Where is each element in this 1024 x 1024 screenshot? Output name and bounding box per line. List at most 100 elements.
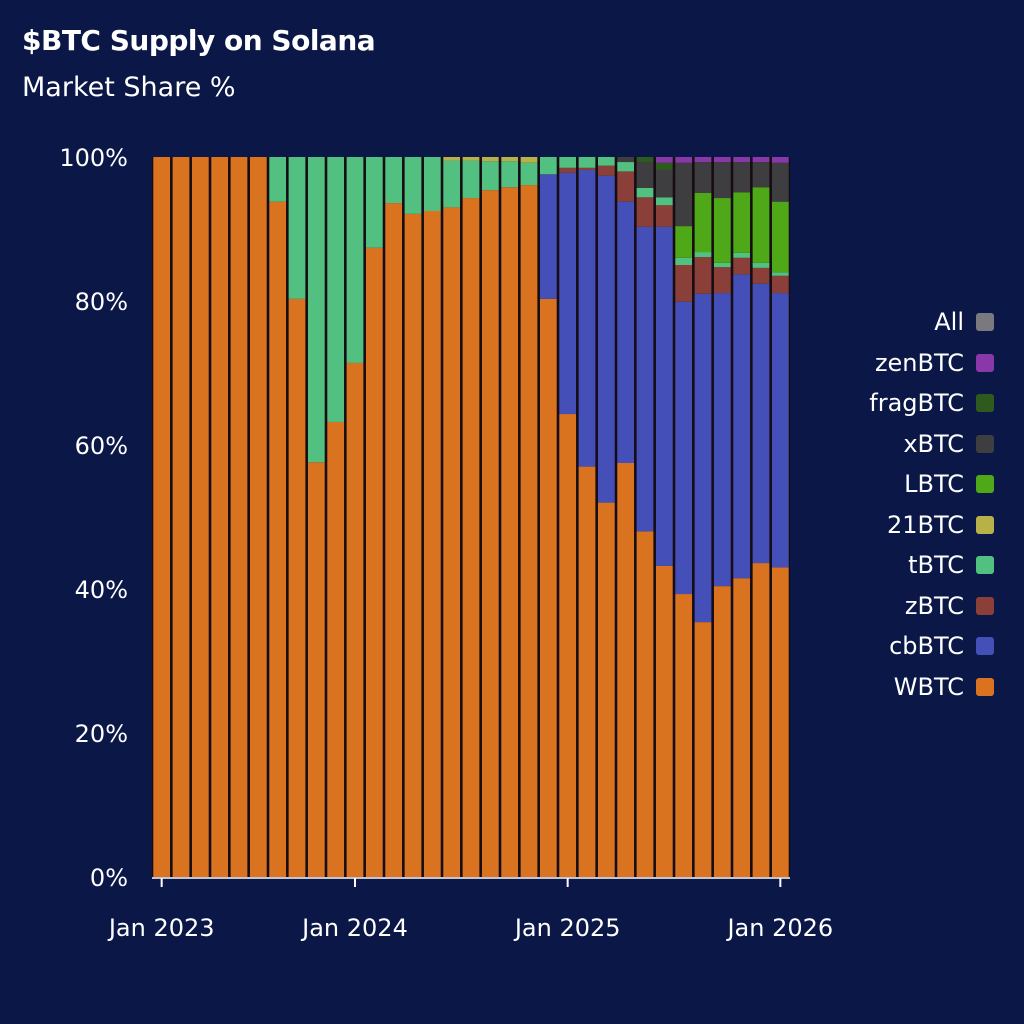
bar-segment-tbtc[interactable] — [404, 157, 422, 214]
bar-segment-xbtc[interactable] — [694, 162, 712, 193]
bar-segment-xbtc[interactable] — [771, 162, 789, 202]
bar-segment-cbbtc[interactable] — [636, 226, 654, 532]
bar-segment-zbtc[interactable] — [636, 197, 654, 227]
legend-item-zenbtc[interactable]: zenBTC — [869, 343, 994, 384]
bar-segment-wbtc[interactable] — [597, 502, 615, 877]
bar-segment-wbtc[interactable] — [520, 185, 538, 877]
bar-segment-zbtc[interactable] — [655, 205, 673, 227]
bar-segment-wbtc[interactable] — [191, 157, 209, 877]
bar-segment-tbtc[interactable] — [578, 157, 596, 168]
bar-segment-wbtc[interactable] — [172, 157, 190, 877]
bar-segment-zenbtc[interactable] — [694, 157, 712, 163]
bar-segment-lbtc[interactable] — [713, 198, 731, 263]
bar-segment-wbtc[interactable] — [617, 463, 635, 877]
bar-segment-wbtc[interactable] — [365, 247, 383, 878]
bar-segment-fragbtc[interactable] — [636, 157, 654, 163]
bar-segment-zbtc[interactable] — [694, 257, 712, 294]
bar-segment-wbtc[interactable] — [578, 466, 596, 877]
bar-segment-wbtc[interactable] — [249, 157, 267, 877]
bar-segment-cbbtc[interactable] — [733, 274, 751, 579]
legend-item-21btc[interactable]: 21BTC — [869, 505, 994, 546]
bar-segment-fragbtc[interactable] — [655, 162, 673, 170]
bar-segment-cbbtc[interactable] — [655, 226, 673, 566]
bar-segment-wbtc[interactable] — [385, 203, 403, 877]
bar-segment-cbbtc[interactable] — [617, 201, 635, 463]
bar-segment-cbbtc[interactable] — [578, 169, 596, 467]
bar-segment-zenbtc[interactable] — [733, 157, 751, 163]
bar-segment-tbtc[interactable] — [443, 160, 461, 208]
bar-segment-wbtc[interactable] — [423, 211, 441, 877]
bar-segment-xbtc[interactable] — [752, 162, 770, 188]
bar-segment-wbtc[interactable] — [269, 201, 287, 877]
bar-segment-zenbtc[interactable] — [771, 157, 789, 163]
legend-item-lbtc[interactable]: LBTC — [869, 464, 994, 505]
bar-segment-tbtc[interactable] — [327, 157, 345, 422]
bar-segment-tbtc[interactable] — [713, 262, 731, 268]
bar-segment-tbtc[interactable] — [694, 252, 712, 258]
bar-segment-cbbtc[interactable] — [713, 293, 731, 587]
bar-segment-xbtc[interactable] — [655, 169, 673, 198]
bar-segment-tbtc[interactable] — [481, 161, 499, 191]
bar-segment-tbtc[interactable] — [675, 257, 693, 265]
bar-segment-21btc[interactable] — [443, 157, 461, 161]
bar-segment-wbtc[interactable] — [481, 190, 499, 877]
bar-segment-tbtc[interactable] — [539, 157, 557, 175]
bar-segment-zbtc[interactable] — [578, 167, 596, 170]
bar-segment-wbtc[interactable] — [346, 362, 364, 877]
bar-segment-cbbtc[interactable] — [539, 174, 557, 299]
bar-segment-tbtc[interactable] — [617, 162, 635, 172]
bar-segment-wbtc[interactable] — [443, 207, 461, 877]
legend-item-wbtc[interactable]: WBTC — [869, 667, 994, 708]
bar-segment-tbtc[interactable] — [771, 272, 789, 276]
bar-segment-wbtc[interactable] — [559, 414, 577, 877]
bar-segment-zenbtc[interactable] — [752, 157, 770, 163]
bar-segment-lbtc[interactable] — [752, 187, 770, 263]
bar-segment-tbtc[interactable] — [365, 157, 383, 248]
bar-segment-wbtc[interactable] — [752, 563, 770, 877]
bar-segment-21btc[interactable] — [462, 157, 480, 161]
bar-segment-zbtc[interactable] — [752, 267, 770, 284]
bar-segment-xbtc[interactable] — [636, 162, 654, 188]
bar-segment-zbtc[interactable] — [713, 267, 731, 294]
bar-segment-zenbtc[interactable] — [713, 157, 731, 163]
bar-segment-cbbtc[interactable] — [752, 283, 770, 564]
bar-segment-21btc[interactable] — [501, 157, 519, 162]
bar-segment-tbtc[interactable] — [288, 157, 306, 299]
bar-segment-wbtc[interactable] — [230, 157, 248, 877]
bar-segment-cbbtc[interactable] — [694, 293, 712, 623]
bar-segment-wbtc[interactable] — [694, 622, 712, 877]
bar-segment-tbtc[interactable] — [752, 262, 770, 268]
bar-segment-cbbtc[interactable] — [559, 172, 577, 415]
bar-segment-tbtc[interactable] — [501, 161, 519, 188]
bar-segment-xbtc[interactable] — [675, 162, 693, 227]
bar-segment-21btc[interactable] — [481, 157, 499, 162]
bar-segment-tbtc[interactable] — [462, 160, 480, 199]
bar-segment-zenbtc[interactable] — [655, 157, 673, 163]
bar-segment-zbtc[interactable] — [597, 165, 615, 176]
bar-segment-tbtc[interactable] — [346, 157, 364, 363]
bar-segment-wbtc[interactable] — [327, 421, 345, 877]
bar-segment-21btc[interactable] — [520, 157, 538, 163]
bar-segment-wbtc[interactable] — [636, 531, 654, 877]
bar-segment-lbtc[interactable] — [771, 201, 789, 273]
bar-segment-wbtc[interactable] — [655, 565, 673, 877]
bar-segment-xbtc[interactable] — [713, 162, 731, 199]
bar-segment-wbtc[interactable] — [539, 298, 557, 878]
bar-segment-tbtc[interactable] — [520, 162, 538, 186]
bar-segment-tbtc[interactable] — [655, 197, 673, 206]
bar-segment-lbtc[interactable] — [733, 192, 751, 253]
legend-item-zbtc[interactable]: zBTC — [869, 586, 994, 627]
bar-segment-tbtc[interactable] — [636, 187, 654, 198]
bar-segment-cbbtc[interactable] — [771, 293, 789, 568]
bar-segment-tbtc[interactable] — [385, 157, 403, 204]
bar-segment-zenbtc[interactable] — [675, 157, 693, 163]
bar-segment-wbtc[interactable] — [404, 213, 422, 877]
bar-segment-zbtc[interactable] — [733, 257, 751, 275]
bar-segment-xbtc[interactable] — [617, 157, 635, 163]
bar-segment-wbtc[interactable] — [307, 462, 325, 877]
bar-segment-wbtc[interactable] — [153, 157, 171, 877]
bar-segment-lbtc[interactable] — [675, 226, 693, 258]
legend-item-xbtc[interactable]: xBTC — [869, 424, 994, 465]
bar-segment-wbtc[interactable] — [713, 586, 731, 877]
bar-segment-zbtc[interactable] — [675, 265, 693, 302]
